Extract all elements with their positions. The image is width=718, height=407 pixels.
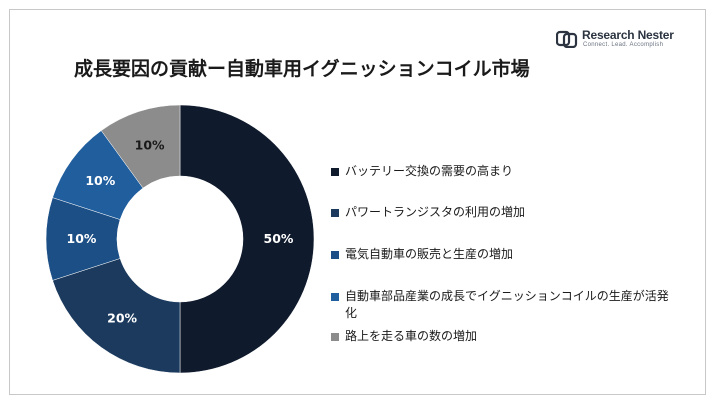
legend-swatch	[331, 333, 339, 341]
logo-mark-icon	[556, 30, 578, 48]
donut-slice	[179, 104, 315, 374]
research-nester-logo: Research Nester Connect. Lead. Accomplis…	[556, 28, 706, 52]
legend-item: パワートランジスタの利用の増加	[331, 204, 675, 221]
legend-item: バッテリー交換の需要の高まり	[331, 163, 675, 180]
legend-swatch	[331, 293, 339, 301]
slice-label: 10%	[67, 231, 97, 246]
slice-label: 20%	[107, 311, 137, 326]
logo-name: Research Nester	[582, 28, 674, 42]
chart-title: 成長要因の貢献ー自動車用イグニッションコイル市場	[74, 58, 530, 80]
legend-item: 電気自動車の販売と生産の増加	[331, 246, 675, 263]
legend-swatch	[331, 209, 339, 217]
legend-label: パワートランジスタの利用の増加	[345, 205, 526, 219]
slice-label: 10%	[85, 173, 115, 188]
legend-label: 電気自動車の販売と生産の増加	[345, 247, 514, 261]
legend-item: 路上を走る車の数の増加	[331, 328, 675, 345]
legend-label: 自動車部品産業の成長でイグニッションコイルの生産が活発化	[345, 289, 669, 320]
donut-slice	[100, 104, 181, 189]
legend-swatch	[331, 168, 339, 176]
legend-swatch	[331, 251, 339, 259]
legend-item: 自動車部品産業の成長でイグニッションコイルの生産が活発化	[331, 288, 675, 322]
donut-chart: 50% 20% 10% 10% 10%	[45, 104, 315, 374]
donut-slice	[52, 258, 181, 374]
legend-label: 路上を走る車の数の増加	[345, 329, 478, 343]
logo-tagline: Connect. Lead. Accomplish	[583, 42, 664, 48]
slice-label: 50%	[264, 231, 294, 246]
legend-label: バッテリー交換の需要の高まり	[345, 164, 514, 178]
slice-label: 10%	[135, 137, 165, 152]
